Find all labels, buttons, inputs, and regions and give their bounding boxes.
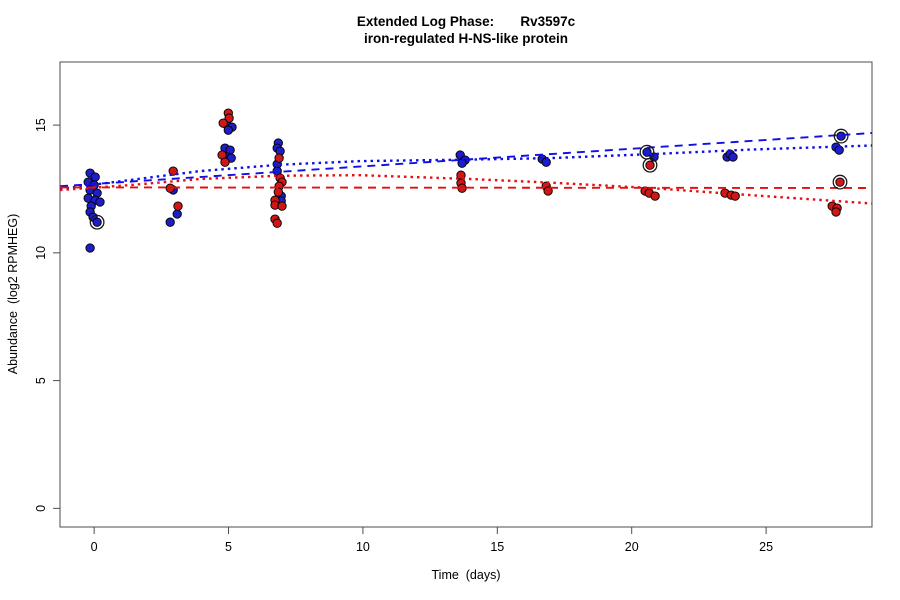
data-point-red [168,166,178,176]
data-point-blue [728,152,738,162]
data-point-blue [172,209,182,219]
data-point-red [273,187,283,197]
data-point-blue [95,197,105,207]
data-point-red [645,160,655,170]
data-point-blue [223,125,233,135]
data-point-red [218,118,228,128]
data-point-red [274,153,284,163]
outlier-circle-blue [833,128,849,144]
data-point-red [220,157,230,167]
data-point-blue [165,217,175,227]
trend-line-blue-dotted-loess [59,144,873,191]
x-tick-label: 0 [91,540,98,554]
trend-line-blue-dashed-lm [59,132,873,188]
data-point-red [173,201,183,211]
data-point-blue [92,217,102,227]
y-axis-label: Abundance (log2 RPMHEG) [6,213,20,375]
x-tick-label: 15 [490,540,504,554]
data-point-red [831,207,841,217]
chart-title-line2: iron-regulated H-NS-like protein [363,31,569,46]
data-point-blue [85,243,95,253]
trend-line-red-dotted-loess [59,173,873,205]
y-tick-label: 10 [34,246,48,260]
data-point-red [277,201,287,211]
trend-line-red-dashed-lm [59,186,873,189]
y-tick-label: 5 [34,377,48,384]
data-point-red [650,191,660,201]
plot-box [59,61,873,528]
x-axis-label: Time (days) [431,568,501,582]
outlier-circle-red [642,157,658,173]
data-point-red [543,186,553,196]
data-point-red [272,218,282,228]
x-tick-label: 10 [356,540,370,554]
outlier-circle-red [832,174,848,190]
data-point-red [835,177,845,187]
chart-title-line1: Extended Log Phase: Rv3597c [356,14,576,29]
x-tick-label: 25 [759,540,773,554]
x-tick-label: 20 [625,540,639,554]
y-tick-label: 15 [34,118,48,132]
y-tick-label: 0 [34,505,48,512]
data-point-blue [836,131,846,141]
outlier-circle-blue [89,214,105,230]
x-tick-label: 5 [225,540,232,554]
data-point-red [224,113,234,123]
